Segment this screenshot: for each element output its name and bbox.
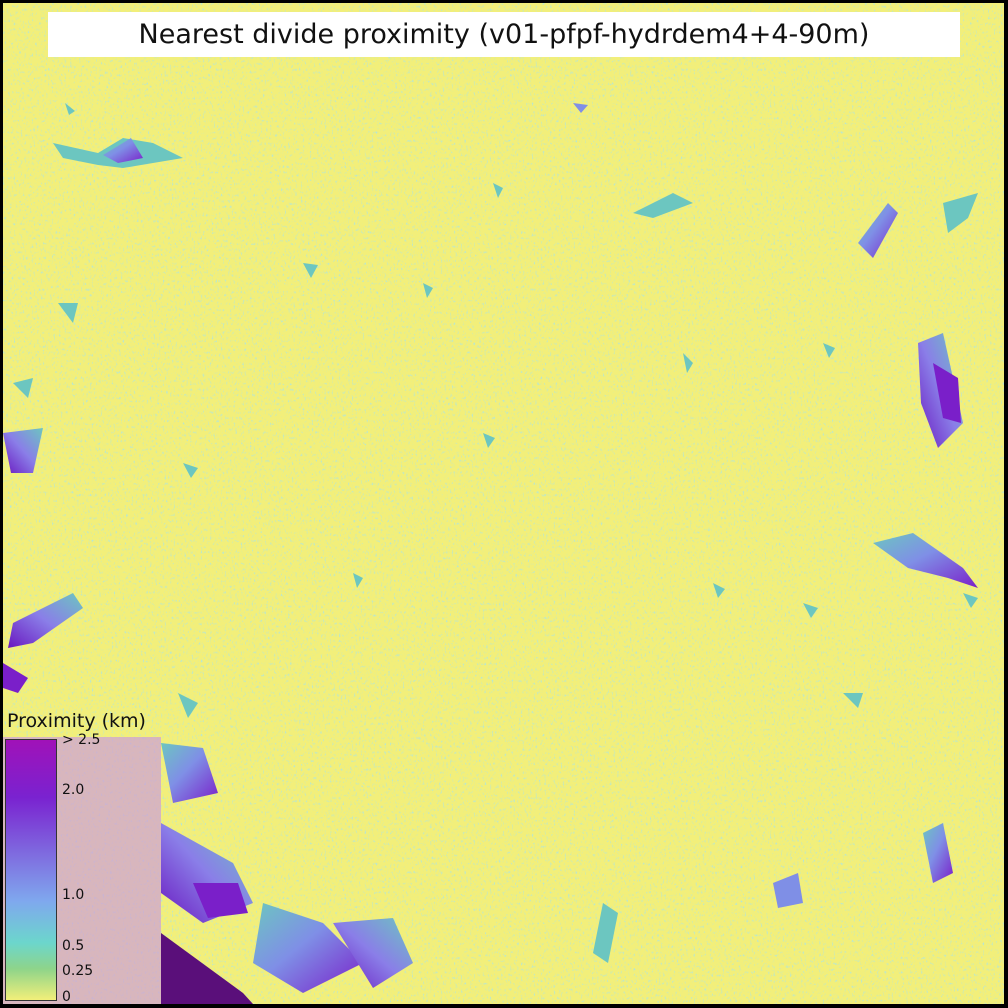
title-box: Nearest divide proximity (v01-pfpf-hydrd…	[48, 12, 960, 57]
ridge-cluster-top-left	[53, 103, 183, 168]
map-title: Nearest divide proximity (v01-pfpf-hydrd…	[138, 19, 870, 50]
colorbar-tick: 0.25	[62, 963, 94, 979]
ridge-cluster-bottom-left	[161, 693, 413, 1004]
colorbar-gradient	[6, 740, 56, 1000]
ridge-cluster-right-upper	[573, 103, 978, 448]
proximity-map[interactable]	[3, 3, 1004, 1004]
ridge-cluster-right-middle	[3, 428, 978, 908]
ridge-cluster-left	[3, 303, 83, 693]
colorbar-tick: > 2.5	[62, 732, 101, 748]
colorbar-tick: 1.0	[62, 887, 85, 903]
colorbar	[5, 739, 57, 1001]
colorbar-tick: 2.0	[62, 782, 85, 798]
legend-title: Proximity (km)	[7, 710, 146, 732]
ridge-flecks	[183, 183, 978, 963]
colorbar-tick: 0.5	[62, 938, 85, 954]
colorbar-tick: 0	[62, 989, 71, 1005]
